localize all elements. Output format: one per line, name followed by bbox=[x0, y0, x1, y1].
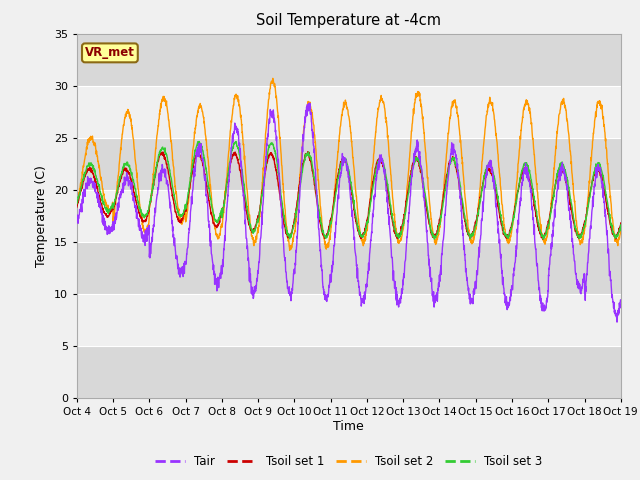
Bar bbox=[77, 294, 621, 346]
Text: VR_met: VR_met bbox=[85, 47, 135, 60]
Bar bbox=[77, 242, 621, 294]
Title: Soil Temperature at -4cm: Soil Temperature at -4cm bbox=[256, 13, 442, 28]
Bar bbox=[77, 190, 621, 242]
Bar bbox=[77, 86, 621, 138]
Legend: Tair, Tsoil set 1, Tsoil set 2, Tsoil set 3: Tair, Tsoil set 1, Tsoil set 2, Tsoil se… bbox=[150, 450, 547, 473]
Bar bbox=[77, 34, 621, 86]
Y-axis label: Temperature (C): Temperature (C) bbox=[35, 165, 48, 267]
Bar bbox=[77, 138, 621, 190]
X-axis label: Time: Time bbox=[333, 420, 364, 433]
Bar bbox=[77, 346, 621, 398]
